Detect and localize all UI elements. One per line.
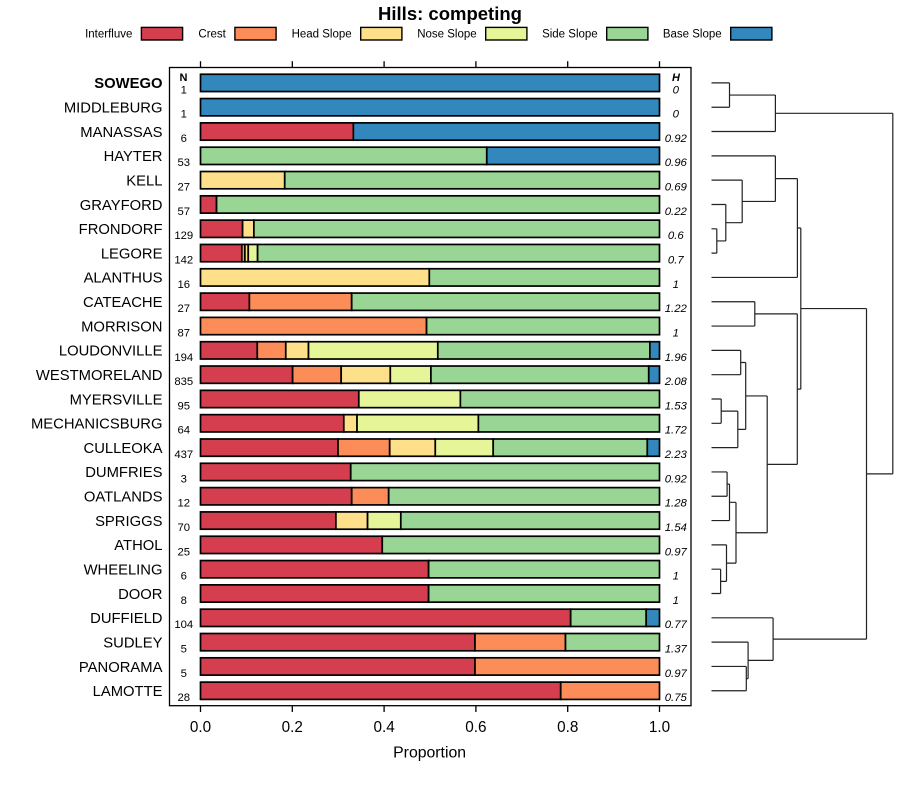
svg-text:MECHANICSBURG: MECHANICSBURG: [31, 417, 163, 433]
svg-text:PANORAMA: PANORAMA: [79, 660, 163, 676]
svg-text:0.97: 0.97: [665, 546, 688, 558]
svg-text:SOWEGO: SOWEGO: [94, 76, 162, 92]
svg-text:1.37: 1.37: [665, 644, 688, 656]
svg-text:1.22: 1.22: [665, 303, 688, 315]
svg-text:194: 194: [174, 352, 193, 364]
svg-text:0: 0: [673, 84, 680, 96]
svg-text:H: H: [672, 72, 681, 84]
svg-text:0.22: 0.22: [665, 206, 688, 218]
svg-text:1: 1: [673, 571, 679, 583]
svg-text:0.7: 0.7: [668, 255, 684, 267]
svg-text:437: 437: [174, 449, 193, 461]
svg-text:1: 1: [673, 595, 679, 607]
svg-text:0: 0: [673, 109, 680, 121]
svg-text:0.92: 0.92: [665, 473, 688, 485]
svg-text:MORRISON: MORRISON: [81, 319, 162, 335]
svg-text:129: 129: [174, 230, 193, 242]
svg-text:ALANTHUS: ALANTHUS: [84, 271, 163, 287]
svg-text:1: 1: [673, 327, 679, 339]
svg-text:1.54: 1.54: [665, 522, 687, 534]
svg-text:Nose Slope: Nose Slope: [417, 29, 476, 41]
svg-text:CULLEOKA: CULLEOKA: [84, 441, 163, 457]
svg-text:70: 70: [178, 522, 191, 534]
svg-text:1.72: 1.72: [665, 425, 688, 437]
svg-text:DUMFRIES: DUMFRIES: [85, 465, 162, 481]
svg-text:3: 3: [181, 473, 187, 485]
svg-text:1: 1: [673, 279, 679, 291]
svg-text:0.8: 0.8: [557, 719, 578, 736]
svg-text:Base Slope: Base Slope: [663, 29, 722, 41]
svg-text:835: 835: [174, 376, 193, 388]
svg-text:LEGORE: LEGORE: [101, 246, 163, 262]
svg-text:LAMOTTE: LAMOTTE: [93, 684, 163, 700]
svg-text:16: 16: [178, 279, 191, 291]
svg-text:Head Slope: Head Slope: [292, 29, 352, 41]
svg-text:Hills: competing: Hills: competing: [378, 3, 522, 24]
svg-text:53: 53: [178, 157, 191, 169]
svg-text:KELL: KELL: [126, 174, 162, 190]
svg-text:0.6: 0.6: [668, 230, 684, 242]
svg-text:27: 27: [178, 182, 191, 194]
svg-text:12: 12: [178, 498, 191, 510]
svg-text:Proportion: Proportion: [393, 745, 466, 762]
svg-text:5: 5: [181, 668, 187, 680]
svg-text:Crest: Crest: [198, 29, 226, 41]
svg-text:28: 28: [178, 692, 191, 704]
svg-text:142: 142: [174, 255, 193, 267]
svg-text:0.0: 0.0: [190, 719, 211, 736]
svg-text:SUDLEY: SUDLEY: [103, 635, 162, 651]
svg-text:1.0: 1.0: [649, 719, 670, 736]
svg-text:0.96: 0.96: [665, 157, 688, 169]
svg-text:8: 8: [181, 595, 187, 607]
svg-text:0.6: 0.6: [465, 719, 486, 736]
svg-text:5: 5: [181, 644, 187, 656]
svg-text:1.96: 1.96: [665, 352, 688, 364]
svg-text:MIDDLEBURG: MIDDLEBURG: [64, 101, 163, 117]
svg-text:2.23: 2.23: [664, 449, 688, 461]
svg-text:27: 27: [178, 303, 191, 315]
svg-text:DOOR: DOOR: [118, 587, 162, 603]
svg-text:GRAYFORD: GRAYFORD: [80, 198, 163, 214]
svg-text:6: 6: [181, 133, 187, 145]
svg-text:64: 64: [178, 425, 191, 437]
svg-text:57: 57: [178, 206, 191, 218]
svg-text:WHEELING: WHEELING: [84, 563, 163, 579]
svg-text:0.2: 0.2: [282, 719, 303, 736]
svg-text:0.77: 0.77: [665, 619, 688, 631]
svg-text:WESTMORELAND: WESTMORELAND: [36, 368, 163, 384]
svg-text:1.53: 1.53: [665, 400, 688, 412]
svg-text:N: N: [180, 72, 188, 84]
svg-text:95: 95: [178, 400, 191, 412]
svg-text:HAYTER: HAYTER: [104, 149, 163, 165]
svg-text:1: 1: [181, 84, 187, 96]
svg-text:SPRIGGS: SPRIGGS: [95, 514, 163, 530]
svg-text:FRONDORF: FRONDORF: [79, 222, 163, 238]
svg-text:ATHOL: ATHOL: [114, 538, 162, 554]
svg-text:0.97: 0.97: [665, 668, 688, 680]
svg-text:0.4: 0.4: [373, 719, 395, 736]
svg-text:MANASSAS: MANASSAS: [80, 125, 162, 141]
svg-text:Interfluve: Interfluve: [85, 29, 132, 41]
svg-text:0.75: 0.75: [665, 692, 688, 704]
svg-text:1: 1: [181, 109, 187, 121]
svg-text:25: 25: [178, 546, 191, 558]
svg-text:1.28: 1.28: [665, 498, 688, 510]
svg-text:2.08: 2.08: [664, 376, 688, 388]
svg-text:0.92: 0.92: [665, 133, 688, 145]
svg-text:6: 6: [181, 571, 187, 583]
svg-text:MYERSVILLE: MYERSVILLE: [70, 392, 163, 408]
svg-text:87: 87: [178, 327, 191, 339]
svg-text:CATEACHE: CATEACHE: [83, 295, 163, 311]
svg-text:Side Slope: Side Slope: [542, 29, 598, 41]
svg-text:LOUDONVILLE: LOUDONVILLE: [59, 344, 163, 360]
svg-text:OATLANDS: OATLANDS: [84, 490, 163, 506]
svg-text:104: 104: [174, 619, 193, 631]
svg-text:0.69: 0.69: [665, 182, 688, 194]
svg-text:DUFFIELD: DUFFIELD: [90, 611, 162, 627]
